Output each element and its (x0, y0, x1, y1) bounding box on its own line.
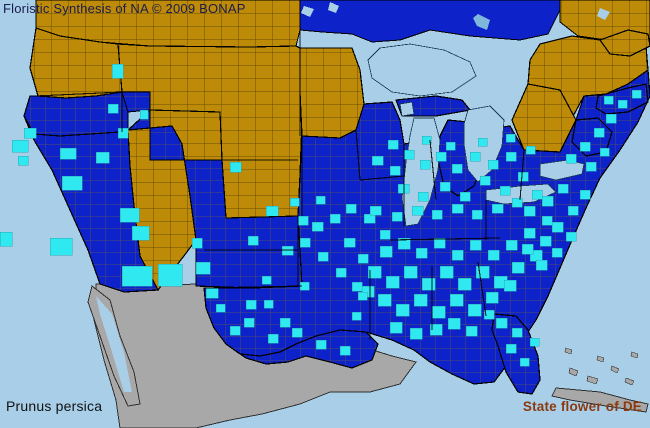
species-name-caption: Prunus persica (6, 398, 103, 414)
cyan-counties-group (0, 63, 642, 367)
state-flower-note: State flower of DE (522, 399, 642, 414)
map-title-caption: Floristic Synthesis of NA © 2009 BONAP (3, 1, 246, 16)
state-boundaries (35, 30, 525, 340)
gold-states-group (29, 27, 650, 292)
